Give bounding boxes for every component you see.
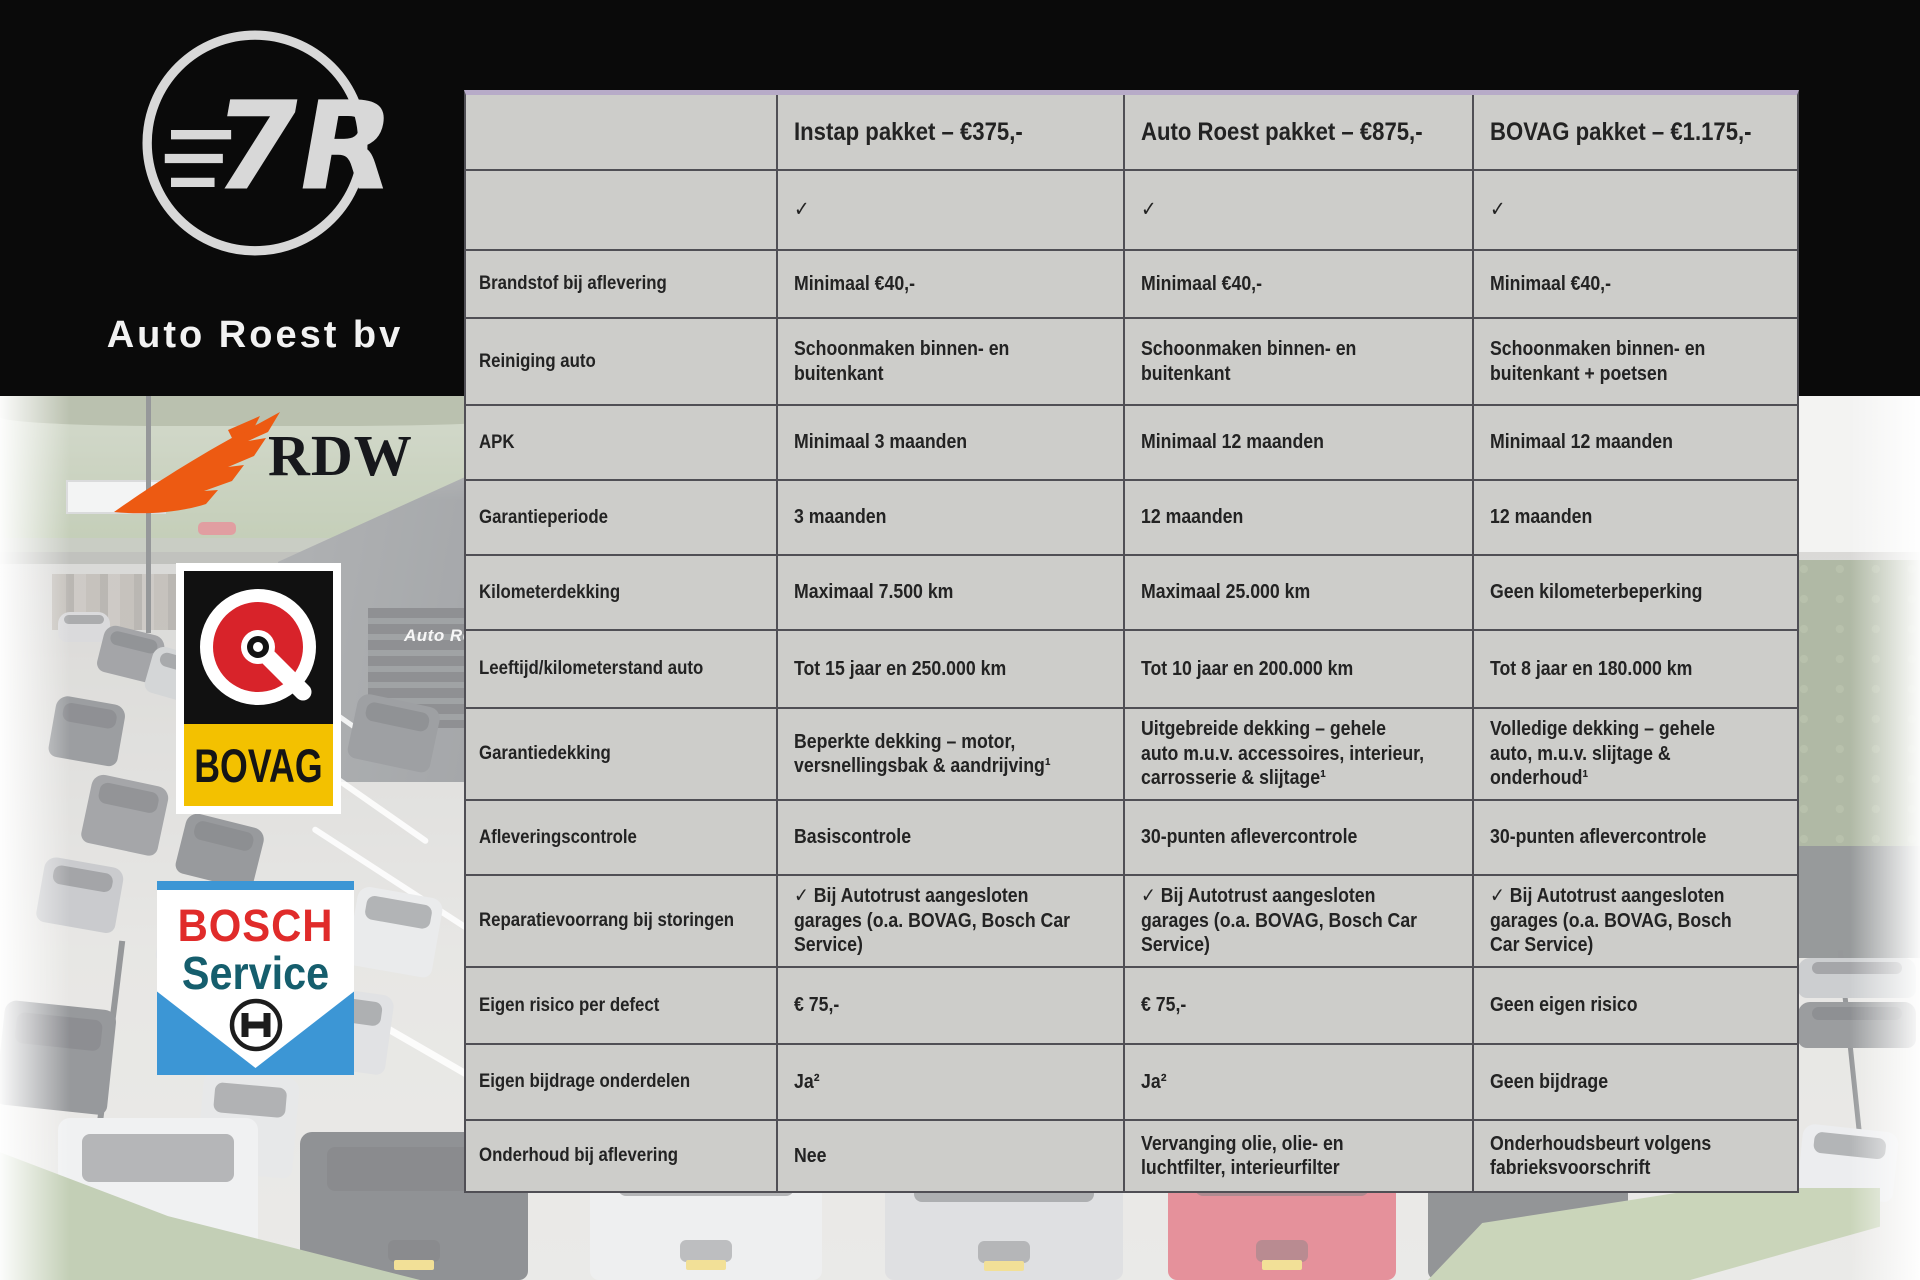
- flag-pole: [146, 395, 151, 633]
- included-check: ✓: [778, 171, 1125, 251]
- table-cell: Ja²: [778, 1045, 1125, 1121]
- bosch-armature-icon: [229, 998, 282, 1052]
- row-label-apk: APK: [466, 406, 778, 481]
- auto-roest-logo: 7R Auto Roest bv: [88, 14, 422, 384]
- bovag-wordmark: BOVAG: [194, 738, 323, 792]
- table-cell: Tot 8 jaar en 180.000 km: [1474, 631, 1797, 709]
- row-label-reparatievoorrang: Reparatievoorrang bij storingen: [466, 876, 778, 968]
- table-cell: Maximaal 7.500 km: [778, 556, 1125, 631]
- table-cell: Maximaal 25.000 km: [1125, 556, 1474, 631]
- table-cell: Beperkte dekking – motor, versnellingsba…: [778, 709, 1125, 801]
- bosch-service-wordmark: Service: [181, 947, 330, 999]
- rdw-wing-icon: [114, 412, 280, 514]
- table-cell: 12 maanden: [1125, 481, 1474, 556]
- table-cell: Tot 10 jaar en 200.000 km: [1125, 631, 1474, 709]
- table-cell: Ja²: [1125, 1045, 1474, 1121]
- row-label-eigen-bijdrage: Eigen bijdrage onderdelen: [466, 1045, 778, 1121]
- table-cell: Minimaal 3 maanden: [778, 406, 1125, 481]
- table-cell: Uitgebreide dekking – gehele auto m.u.v.…: [1125, 709, 1474, 801]
- table-cell: ✓ Bij Autotrust aangesloten garages (o.a…: [1125, 876, 1474, 968]
- row-label-eigen-risico: Eigen risico per defect: [466, 968, 778, 1045]
- table-cell: ✓ Bij Autotrust aangesloten garages (o.a…: [1474, 876, 1797, 968]
- table-cell: Onderhoudsbeurt volgens fabrieksvoorschr…: [1490, 1132, 1712, 1179]
- bovag-emblem-icon: [200, 589, 316, 705]
- table-cell: 12 maanden: [1474, 481, 1797, 556]
- table-cell: € 75,-: [778, 968, 1125, 1045]
- row-label-leeftijd: Leeftijd/kilometerstand auto: [466, 631, 778, 709]
- header-empty-cell: [466, 95, 778, 171]
- right-fade: [1850, 392, 1920, 1280]
- table-cell: Schoonmaken binnen- en buitenkant + poet…: [1474, 319, 1797, 406]
- table-cell: Volledige dekking – gehele auto, m.u.v. …: [1474, 709, 1797, 801]
- row-label-garantiedekking: Garantiedekking: [466, 709, 778, 801]
- table-cell: Geen eigen risico: [1474, 968, 1797, 1045]
- table-cell: Vervanging olie, olie- en luchtfilter, i…: [1125, 1121, 1474, 1191]
- table-cell: 3 maanden: [778, 481, 1125, 556]
- table-cell: 30-punten aflevercontrole: [1474, 801, 1797, 876]
- header-auto-roest-pakket: Auto Roest pakket – €875,-: [1125, 95, 1474, 171]
- table-cell: Minimaal 12 maanden: [1474, 406, 1797, 481]
- header-bovag-pakket: BOVAG pakket – €1.175,-: [1474, 95, 1797, 171]
- rdw-logo: RDW: [108, 408, 418, 528]
- row-label-reiniging: Reiniging auto: [466, 319, 778, 406]
- row-label-garantieperiode: Garantieperiode: [466, 481, 778, 556]
- row-label-brandstof: Brandstof bij aflevering: [466, 251, 778, 319]
- table-cell: Tot 15 jaar en 250.000 km: [778, 631, 1125, 709]
- bosch-wordmark: BOSCH: [177, 900, 334, 951]
- table-cell: Minimaal €40,-: [1125, 251, 1474, 319]
- table-cell: Schoonmaken binnen- en buitenkant: [1125, 319, 1474, 406]
- road-car: [198, 522, 236, 535]
- rdw-wordmark: RDW: [268, 423, 413, 488]
- bosch-shield: BOSCH Service: [157, 890, 354, 1068]
- auto-roest-monogram-icon: 7R: [142, 30, 405, 256]
- row-label-kilometerdekking: Kilometerdekking: [466, 556, 778, 631]
- table-cell: Schoonmaken binnen- en buitenkant: [778, 319, 1125, 406]
- left-fade: [0, 392, 70, 1280]
- bosch-service-logo: BOSCH Service: [157, 881, 354, 1075]
- auto-roest-caption: Auto Roest bv: [106, 314, 404, 356]
- bovag-logo: BOVAG: [176, 563, 341, 814]
- svg-text:7R: 7R: [201, 76, 395, 218]
- table-cell: Minimaal 12 maanden: [1125, 406, 1474, 481]
- bovag-wordmark-band: BOVAG: [184, 724, 333, 806]
- row-label: [466, 171, 778, 251]
- table-cell: ✓ Bij Autotrust aangesloten garages (o.a…: [778, 876, 1125, 968]
- row-label-afleveringscontrole: Afleveringscontrole: [466, 801, 778, 876]
- building-sign-text: Auto Ro: [404, 626, 474, 645]
- table-cell: 30-punten aflevercontrole: [1125, 801, 1474, 876]
- bovag-emblem: [184, 571, 333, 724]
- package-comparison-table: Instap pakket – €375,- Auto Roest pakket…: [464, 90, 1799, 1193]
- table-cell: Nee: [778, 1121, 1125, 1191]
- included-check: ✓: [1125, 171, 1474, 251]
- row-label-onderhoud: Onderhoud bij aflevering: [466, 1121, 778, 1191]
- table-cell: Geen kilometerbeperking: [1474, 556, 1797, 631]
- table-cell: Basiscontrole: [778, 801, 1125, 876]
- table-cell: Minimaal €40,-: [778, 251, 1125, 319]
- table-cell: Geen bijdrage: [1474, 1045, 1797, 1121]
- table-cell: € 75,-: [1125, 968, 1474, 1045]
- included-check: ✓: [1474, 171, 1797, 251]
- table-cell: Minimaal €40,-: [1474, 251, 1797, 319]
- header-instap-pakket: Instap pakket – €375,-: [778, 95, 1125, 171]
